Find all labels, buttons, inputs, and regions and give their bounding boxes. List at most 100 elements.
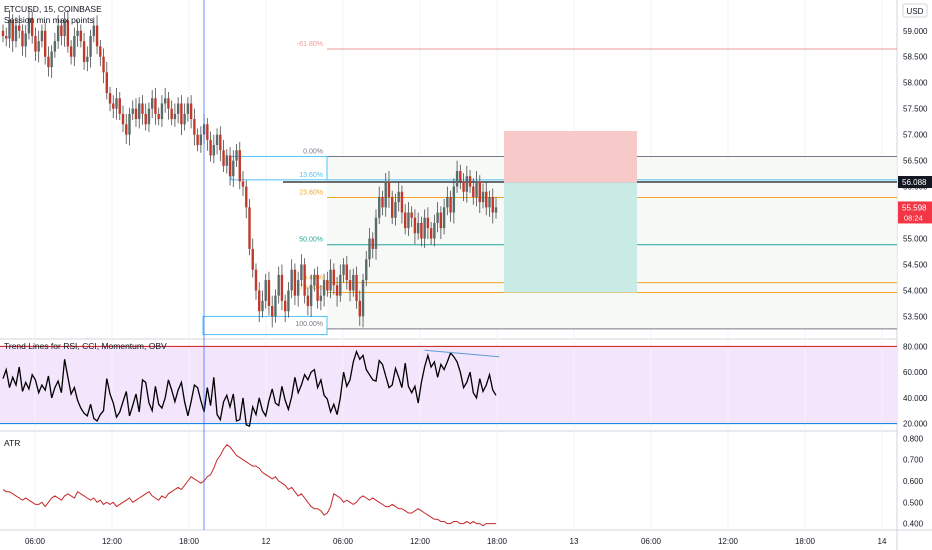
price-tick-label: 53.500	[903, 312, 928, 321]
candle-body	[47, 56, 50, 68]
time-tick-label: 06:00	[641, 537, 662, 546]
candle-body	[238, 150, 241, 182]
candle-body	[118, 98, 121, 114]
candle-body	[95, 25, 99, 47]
candle-body	[251, 248, 254, 270]
candle-body	[154, 98, 157, 114]
rsi-series-line	[2, 349, 497, 427]
candle-body	[345, 264, 349, 281]
candle-body	[403, 212, 407, 229]
candle-body	[24, 33, 27, 47]
price-tick-label: 55.000	[903, 235, 928, 244]
candle-body	[196, 134, 199, 146]
rsi-tick-label: 60.000	[903, 368, 928, 377]
candle-body	[462, 181, 465, 192]
candle-body	[21, 30, 24, 47]
candle-body	[472, 186, 475, 197]
candle-body	[125, 124, 128, 135]
rsi-tick-label: 20.000	[903, 420, 928, 429]
atr-tick-label: 0.400	[903, 520, 924, 529]
time-tick-label: 06:00	[333, 537, 354, 546]
candle-body	[329, 269, 332, 291]
price-tick-label: 59.000	[903, 27, 928, 36]
candle-body	[222, 150, 225, 166]
price-axes: 59.000 58.500 58.000 57.500 57.000 56.500 56.0…	[898, 27, 932, 529]
price-tick-label: 57.000	[903, 131, 928, 140]
atr-indicator-title[interactable]: ATR	[4, 438, 20, 448]
candle-body	[429, 228, 433, 239]
price-tick-label: 54.000	[903, 286, 928, 295]
candle-body	[378, 196, 381, 218]
candle-body	[277, 274, 280, 296]
time-tick-label: 06:00	[25, 537, 46, 546]
candle-body	[348, 280, 352, 291]
candle-body	[455, 171, 459, 187]
indicator-name[interactable]: Session min max points	[4, 15, 94, 25]
candle-body	[219, 134, 222, 151]
rsi-tick-label: 40.000	[903, 394, 928, 403]
symbol-title[interactable]: ETCUSD, 15, COINBASE	[4, 4, 102, 14]
candle-body	[488, 196, 491, 208]
candle-body	[108, 93, 112, 104]
candle-body	[115, 98, 118, 109]
candle-body	[30, 17, 34, 36]
candle-body	[141, 103, 144, 114]
candle-body	[79, 30, 83, 42]
candle-body	[381, 196, 384, 208]
atr-panel	[2, 444, 496, 527]
candle-body	[452, 186, 456, 213]
time-tick-label: 18:00	[179, 537, 200, 546]
candle-body	[163, 98, 167, 104]
atr-tick-label: 0.500	[903, 498, 924, 507]
candle-body	[180, 103, 183, 125]
candle-body	[485, 191, 488, 208]
candle-body	[1, 30, 5, 36]
candle-body	[436, 212, 439, 223]
rsi-panel	[0, 345, 897, 427]
atr-tick-label: 0.700	[903, 456, 924, 465]
candle-body	[300, 264, 303, 281]
candle-body	[332, 269, 336, 286]
candle-body	[69, 46, 73, 57]
candle-body	[5, 35, 8, 39]
candle-body	[99, 46, 102, 57]
candle-body	[374, 217, 378, 249]
candle-body	[199, 134, 203, 146]
candle-body	[89, 35, 92, 57]
candle-body	[225, 155, 228, 166]
candle-body	[105, 72, 108, 94]
line-price-value: 56.088	[902, 178, 927, 187]
rsi-trend-line	[424, 349, 500, 358]
countdown-value: 08:24	[904, 213, 923, 222]
candle-body	[37, 41, 40, 52]
candle-body	[491, 196, 494, 213]
candle-body	[342, 264, 345, 275]
fib-level-label: 100.00%	[295, 321, 323, 328]
line-price-badge	[898, 176, 932, 189]
candle-body	[131, 108, 134, 114]
candle-body	[475, 181, 478, 197]
short-position-tool[interactable]	[504, 131, 637, 293]
time-tick-label: 12:00	[410, 537, 431, 546]
candle-body	[478, 181, 481, 203]
atr-series-line	[2, 444, 496, 527]
candle-body	[387, 181, 391, 197]
candle-body	[397, 191, 400, 203]
candle-body	[167, 98, 170, 109]
candle-body	[368, 238, 371, 260]
currency-button[interactable]: USD	[902, 3, 928, 18]
candle-body	[481, 191, 485, 203]
candle-body	[144, 113, 147, 125]
candle-body	[313, 274, 316, 286]
candle-body	[186, 103, 190, 114]
candle-body	[121, 113, 125, 125]
candle-body	[316, 274, 319, 301]
candle-body	[82, 41, 86, 62]
rsi-indicator-title[interactable]: Trend Lines for RSI, CCI, Momentum, OBV	[4, 341, 167, 351]
candle-body	[11, 20, 14, 42]
fib-level-label: 50.00%	[299, 237, 323, 244]
candle-body	[228, 155, 232, 177]
candle-body	[206, 124, 209, 140]
candle-body	[274, 295, 277, 317]
